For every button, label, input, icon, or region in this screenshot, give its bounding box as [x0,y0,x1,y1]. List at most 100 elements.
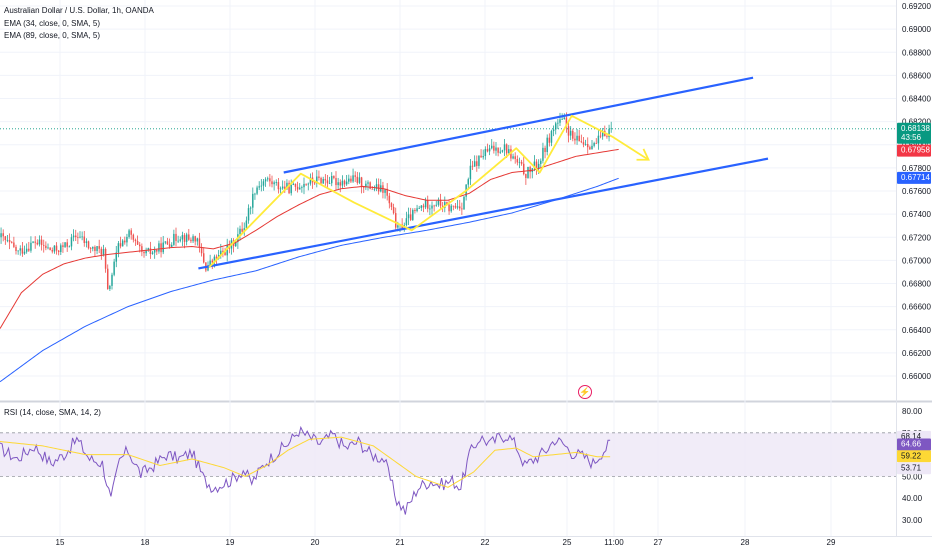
candle-body [426,199,429,209]
candle-body [185,234,188,242]
price-tick-label: 0.68400 [902,95,931,104]
candle-body [275,182,278,183]
candle-body [224,252,226,256]
ema89-price-tag-text: 0.67714 [901,173,930,182]
candle-body [412,209,414,220]
rsi-value-tag-bg [897,450,931,463]
candle-body [567,126,570,136]
candle-body [74,235,77,238]
candle-body [190,239,192,242]
time-tick-label: 20 [311,538,320,547]
candle-body [597,135,600,144]
candle-body [226,245,228,256]
candle-body [365,183,367,188]
last-price-tag-bg [897,122,931,144]
candle-body [328,183,331,185]
candle-body [279,188,282,190]
candle-body [55,245,58,251]
candle-body [394,213,397,228]
candle-body [294,183,297,187]
candle-body [17,250,19,252]
candle-body [202,253,205,263]
candle-body [537,163,540,169]
candle-body [2,233,4,237]
candle-body [484,149,487,157]
candle-body [367,182,369,184]
candle-body [565,117,568,127]
candle-body [482,156,484,158]
ema89-legend[interactable]: EMA (89, close, 0, SMA, 5) [4,31,101,40]
time-tick-label: 28 [741,538,750,547]
candle-body [284,186,286,190]
candle-body [72,235,75,238]
candle-body [454,205,457,208]
candle-body [281,186,284,189]
symbol-title[interactable]: Australian Dollar / U.S. Dollar, 1h, OAN… [4,6,154,15]
candle-body [220,250,222,256]
candle-body [348,178,350,182]
candle-body [429,208,431,210]
candle-body [166,241,169,245]
candle-body [126,236,128,243]
price-tick-label: 0.67600 [902,187,931,196]
candle-body [584,144,587,145]
candle-body [23,251,26,254]
candle-body [424,199,427,208]
candle-body [30,242,32,251]
price-tick-label: 0.68800 [902,48,931,57]
candle-body [147,248,150,250]
candle-body [209,260,211,266]
candle-body [168,244,171,247]
price-tick-label: 0.68600 [902,71,931,80]
ema89-price-tag-bg [897,171,931,184]
candle-body [153,249,156,253]
candle-body [36,242,39,245]
candle-body [486,149,489,152]
candle-body [156,249,158,252]
rsi-value-tag-text: 59.22 [901,451,922,460]
candle-body [98,246,100,249]
time-tick-label: 22 [481,538,490,547]
candle-body [345,181,348,185]
candle-body [505,144,508,154]
candle-body [262,181,265,186]
pattern-arrow-head [636,148,650,161]
price-tick-label: 0.66600 [902,303,931,312]
rsi-legend[interactable]: RSI (14, close, SMA, 14, 2) [4,408,101,417]
candle-body [418,207,420,209]
candle-body [77,237,79,238]
candle-body [529,166,531,173]
candle-body [480,155,482,158]
candle-body [542,147,544,161]
candle-body [45,245,47,249]
candle-body [170,244,173,247]
candle-body [495,147,497,151]
candle-body [124,240,126,243]
candle-body [476,161,478,166]
candle-body [444,202,446,208]
candle-body [593,143,595,146]
lightning-icon[interactable]: ⚡ [578,385,592,399]
candle-body [540,160,542,164]
candle-body [358,177,361,183]
candle-body [145,249,147,254]
candle-body [544,147,546,152]
candle-body [4,236,7,241]
candle-body [386,188,388,196]
candle-body [388,195,391,204]
ema34-legend[interactable]: EMA (34, close, 0, SMA, 5) [4,19,101,28]
channel-upper-line [283,76,754,174]
candle-body [335,178,337,186]
last-price-tag-text: 43:56 [901,133,922,142]
candle-body [382,185,384,193]
candle-body [554,123,557,130]
candle-body [493,145,495,151]
candle-body [160,243,162,253]
candle-body [591,145,593,150]
candle-body [222,250,224,253]
candle-body [595,143,598,144]
candle-body [580,141,583,143]
candle-body [130,230,132,235]
